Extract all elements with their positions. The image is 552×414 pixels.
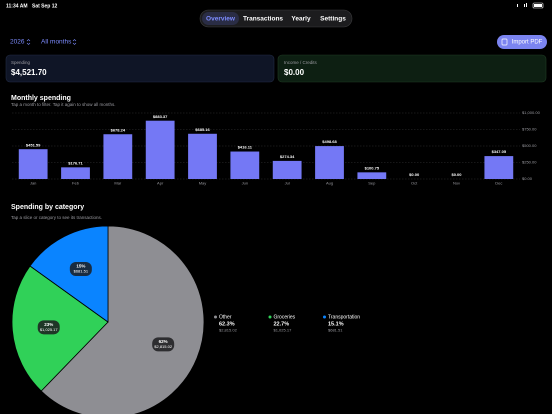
import-button[interactable] [497,35,547,49]
value-label: $416.11 [238,145,253,150]
bar[interactable] [103,134,133,179]
legend-name[interactable]: Transportation [328,314,360,320]
icon [526,3,527,7]
battery [532,2,544,9]
tab[interactable]: Transactions [243,16,283,23]
y-tick-label: $250.00 [522,160,537,165]
y-tick-label: $500.00 [522,143,537,148]
tab[interactable]: Yearly [291,16,311,23]
chart-subtitle: Tap a slice or category to see its trans… [11,215,102,220]
x-tick-label: May [199,181,207,186]
legend-swatch[interactable] [214,315,217,319]
x-tick-label: Sep [368,181,376,186]
bar[interactable] [272,160,302,179]
x-tick-label: Oct [411,181,418,186]
chart-title: Spending by category [11,204,84,211]
pie-slice[interactable] [11,265,109,392]
value-label: $274.34 [280,154,295,159]
value-label: $176.71 [68,160,83,165]
chart-subtitle: Tap a month to filter. Tap it again to s… [11,102,115,107]
legend-swatch[interactable] [323,315,326,319]
income-card [277,54,547,83]
x-tick-label: Aug [326,181,333,186]
legend-name[interactable]: Groceries [274,314,296,320]
card-value: $4,521.70 [11,68,47,77]
icon [524,4,525,7]
slice-amount: $2,815.02 [154,344,173,349]
chevron [26,39,31,45]
x-tick-label: Jan [30,181,36,186]
status-time: 11:34 AM [6,3,28,9]
legend-amount: $1,025.17 [274,328,293,333]
status-icons [517,2,544,9]
bar[interactable] [230,151,260,179]
value-label: $883.37 [153,114,168,119]
x-tick-label: Nov [453,181,460,186]
card-value: $0.00 [284,68,305,77]
bar[interactable] [357,172,387,179]
bar[interactable] [61,167,90,179]
slice-percent: 62% [159,339,168,344]
value-label: $451.59 [26,142,41,147]
bar[interactable] [145,120,175,179]
tab-selected-bg [202,12,239,25]
bar[interactable] [315,146,344,179]
slice-label-bg [152,337,175,352]
slice-amount: $681.51 [74,269,89,274]
icon [517,4,518,7]
legend-name[interactable]: Other [219,314,232,320]
y-tick-label: $1,000.00 [522,110,541,115]
legend-amount: $2,815.02 [219,328,238,333]
card-label: Spending [11,60,31,65]
card-label: Income / Credits [284,60,318,65]
legend-percent: 22.7% [274,321,290,327]
value-label: $498.68 [322,139,337,144]
x-tick-label: Apr [157,181,164,186]
bar[interactable] [18,149,48,179]
import-icon [501,38,508,46]
value-label: $100.75 [365,165,380,170]
battery-level [534,4,542,7]
legend-swatch[interactable] [268,315,272,319]
x-tick-label: Dec [495,181,502,186]
pie-slice[interactable] [40,225,205,414]
import-label: Import PDF [512,40,543,46]
value-label: $678.24 [111,127,126,132]
x-tick-label: Mar [114,181,122,186]
legend-percent: 15.1% [328,321,344,327]
bar[interactable] [484,156,514,179]
y-tick-label: $0.00 [522,176,533,181]
slice-amount: $1,025.17 [40,327,59,332]
value-label: $0.00 [409,172,420,177]
chart-title: Monthly spending [11,95,71,102]
x-tick-label: Feb [72,181,80,186]
spending-card [5,54,275,83]
y-tick-label: $750.00 [522,127,537,132]
tab[interactable]: Settings [320,16,346,23]
value-label: $0.00 [451,172,462,177]
legend-amount: $681.51 [328,328,343,333]
chevron [72,39,77,45]
value-label: $685.16 [195,127,210,132]
tab[interactable]: Overview [206,16,236,23]
status-date: Sat Sep 12 [32,3,58,9]
month-picker[interactable]: All months [41,39,72,46]
slice-label-bg [69,262,92,277]
bar[interactable] [188,133,217,179]
year-picker[interactable]: 2026 [10,39,25,46]
x-tick-label: Jun [242,181,248,186]
slice-percent: 15% [76,264,85,269]
slice-percent: 23% [44,322,53,327]
legend-percent: 62.3% [219,321,235,327]
pie-slice[interactable] [29,225,109,323]
value-label: $347.05 [492,149,507,154]
slice-label-bg [37,320,60,335]
x-tick-label: Jul [285,181,290,186]
tab-bar [199,9,353,28]
